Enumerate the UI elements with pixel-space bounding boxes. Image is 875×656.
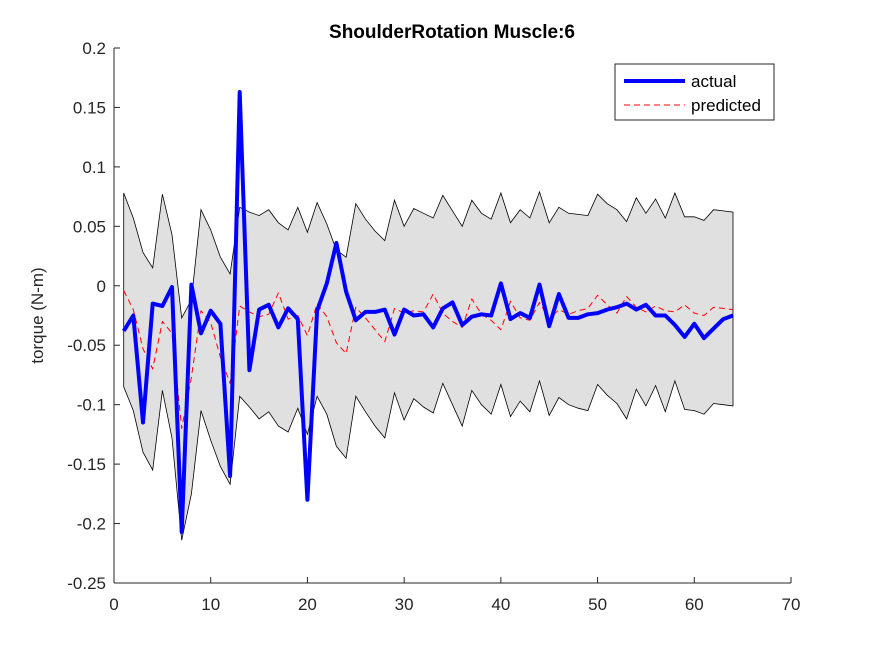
x-tick-label: 50 (588, 595, 607, 614)
series-line-actual (121, 90, 734, 534)
x-tick-label: 70 (782, 595, 801, 614)
y-tick-label: -0.15 (67, 455, 106, 474)
series-line-predicted (123, 290, 734, 429)
x-tick-label: 30 (395, 595, 414, 614)
y-tick-label: 0.2 (82, 39, 106, 58)
y-axis-label: torque (N-m) (28, 267, 47, 363)
confidence-band (123, 190, 734, 541)
x-tick-label: 0 (109, 595, 118, 614)
y-tick-label: -0.2 (77, 515, 106, 534)
chart-title: ShoulderRotation Muscle:6 (329, 22, 575, 43)
y-tick-label: 0 (97, 277, 106, 296)
axes (113, 47, 792, 584)
x-tick-label: 40 (491, 595, 510, 614)
band-area (123, 190, 734, 541)
y-tick-label: 0.1 (82, 158, 106, 177)
x-tick-label: 20 (298, 595, 317, 614)
legend: actual predicted (614, 63, 775, 121)
legend-label-actual: actual (691, 72, 736, 91)
y-tick-label: -0.05 (67, 336, 106, 355)
series-layer (121, 90, 734, 534)
y-tick-label: 0.05 (73, 217, 106, 236)
y-tick-label: -0.25 (67, 574, 106, 593)
y-tick-label: -0.1 (77, 396, 106, 415)
legend-label-predicted: predicted (691, 96, 761, 115)
legend-box (614, 63, 775, 121)
x-tick-label: 10 (201, 595, 220, 614)
y-tick-label: 0.15 (73, 98, 106, 117)
x-tick-label: 60 (685, 595, 704, 614)
tick-labels: 0 10 20 30 40 50 60 70 -0.25 -0.2 -0.15 -0.1 -0.05 0 0… (67, 39, 800, 614)
